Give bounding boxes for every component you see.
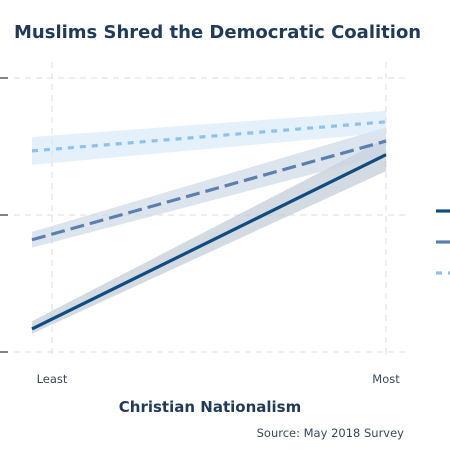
tick-layer: Least Most (37, 372, 401, 386)
legend-layer (436, 209, 450, 275)
series-2-confidence-band (32, 110, 386, 165)
source-note: Source: May 2018 Survey (256, 426, 404, 440)
x-tick-label-1: Most (372, 372, 400, 386)
series-1-confidence-band (32, 127, 386, 248)
chart-title: Muslims Shred the Democratic Coalition (14, 22, 422, 43)
line-layer (31, 120, 387, 331)
series-1-line (31, 139, 387, 242)
series-0-line (31, 153, 387, 331)
x-tick-label-0: Least (37, 372, 68, 386)
band-layer (32, 110, 386, 334)
x-axis-label: Christian Nationalism (118, 398, 302, 416)
